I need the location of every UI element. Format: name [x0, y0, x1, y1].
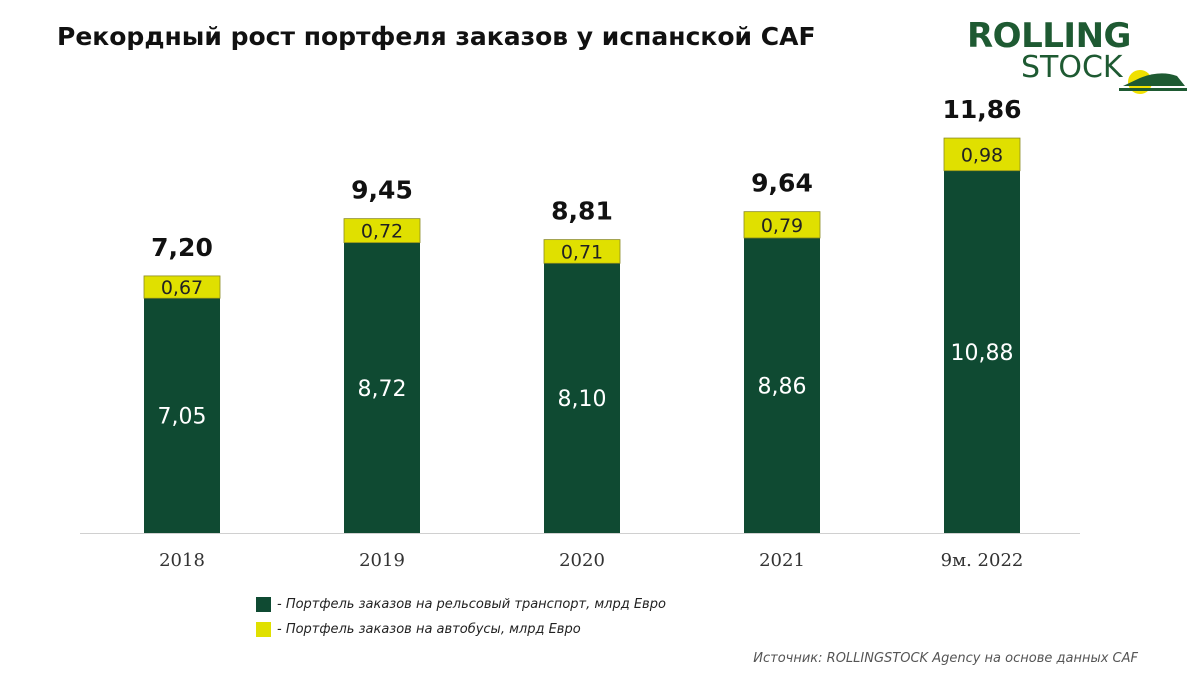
chart-title: Рекордный рост портфеля заказов у испанс…	[57, 22, 816, 51]
legend-item-rail: - Портфель заказов на рельсовый транспор…	[256, 592, 666, 617]
total-label: 9,45	[351, 176, 413, 205]
bar-bus	[543, 239, 621, 264]
legend-label-bus: - Портфель заказов на автобусы, млрд Евр…	[277, 622, 581, 637]
logo-text-line1: ROLLING	[967, 16, 1131, 56]
bar-bus	[943, 137, 1021, 172]
total-label: 7,20	[151, 233, 213, 262]
bar-bus	[143, 275, 221, 299]
bar-label-rail: 8,86	[758, 374, 807, 399]
bar-label-bus: 0,72	[361, 221, 403, 243]
total-label: 11,86	[942, 95, 1021, 124]
bar-rail	[144, 298, 220, 533]
bar-bus	[343, 218, 421, 244]
bar-label-bus: 0,71	[561, 241, 603, 263]
legend-item-bus: - Портфель заказов на автобусы, млрд Евр…	[256, 617, 666, 642]
legend-label-rail: - Портфель заказов на рельсовый транспор…	[277, 597, 666, 612]
bar-label-bus: 0,98	[961, 144, 1003, 166]
bar-rail	[544, 263, 620, 533]
bar-bus	[743, 211, 821, 239]
bar-rail	[744, 237, 820, 533]
legend: - Портфель заказов на рельсовый транспор…	[256, 592, 666, 642]
x-tick-label: 9м. 2022	[941, 550, 1024, 571]
bar-label-bus: 0,79	[761, 215, 803, 237]
total-label: 9,64	[751, 169, 813, 198]
bar-label-bus: 0,67	[161, 277, 203, 299]
x-tick-label: 2021	[759, 550, 805, 571]
x-tick-label: 2018	[159, 550, 205, 571]
logo-text-line2: STOCK	[1021, 50, 1123, 85]
x-tick-label: 2020	[559, 550, 605, 571]
train-icon	[1119, 70, 1187, 94]
bar-rail	[344, 242, 420, 533]
total-label: 8,81	[551, 197, 613, 226]
rollingstock-logo: ROLLING STOCK	[965, 16, 1195, 96]
bar-label-rail: 7,05	[158, 405, 207, 430]
bar-label-rail: 8,10	[558, 387, 607, 412]
legend-swatch-rail	[256, 597, 271, 612]
source-note: Источник: ROLLINGSTOCK Agency на основе …	[753, 651, 1138, 666]
x-tick-label: 2019	[359, 550, 405, 571]
bar-label-rail: 8,72	[358, 377, 407, 402]
bar-label-rail: 10,88	[951, 341, 1014, 366]
bar-rail	[944, 170, 1020, 534]
legend-swatch-bus	[256, 622, 271, 637]
